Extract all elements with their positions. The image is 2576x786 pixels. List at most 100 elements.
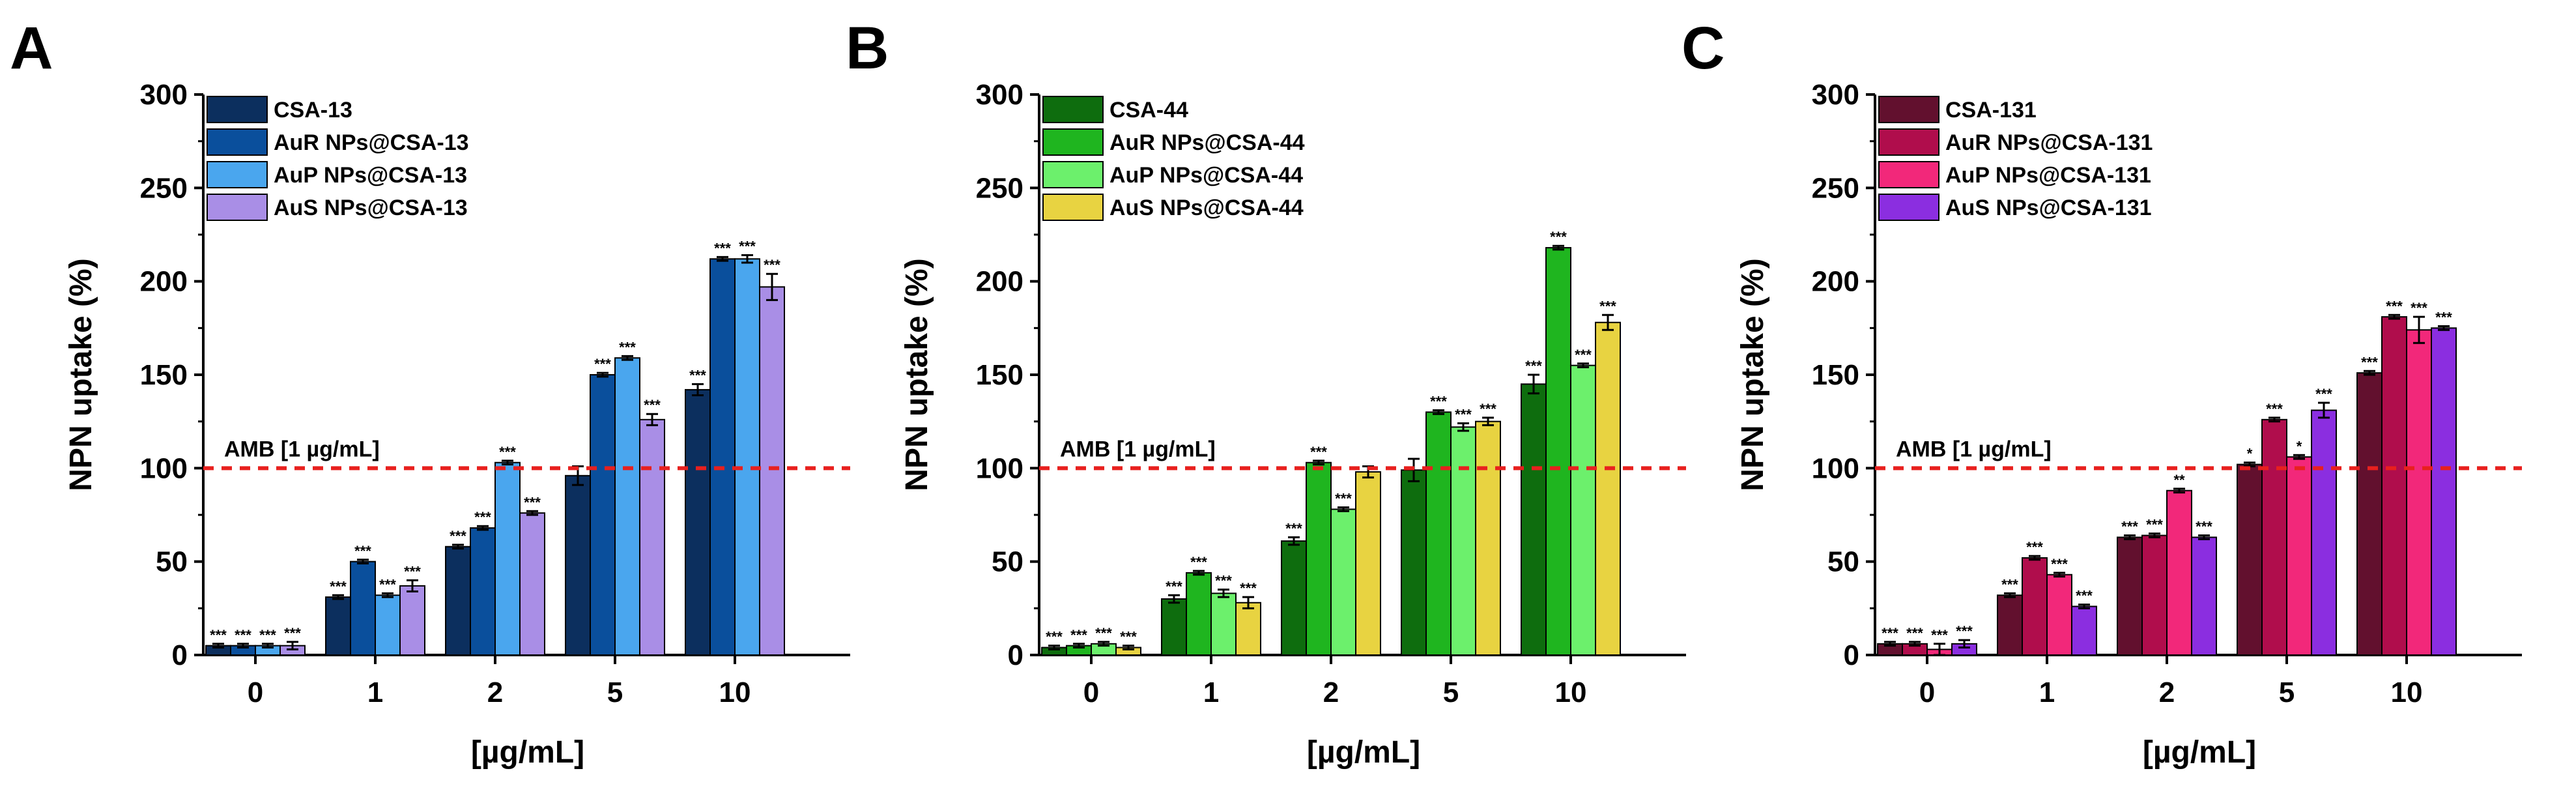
bar-aur-nps-csa-13-2 <box>470 527 496 656</box>
significance-label: *** <box>1285 520 1302 536</box>
significance-label: *** <box>259 627 276 643</box>
legend-label: AuS NPs@CSA-44 <box>1109 196 1304 220</box>
bar-aus-nps-csa-44-10 <box>1595 321 1621 656</box>
significance-label: *** <box>1480 401 1496 417</box>
bar-csa-131-10 <box>2356 372 2383 656</box>
y-tick-label: 0 <box>172 639 188 671</box>
bar-aur-nps-csa-44-5 <box>1425 411 1452 656</box>
bar-aup-nps-csa-131-1 <box>2046 574 2072 656</box>
significance-label: *** <box>2051 556 2068 572</box>
legend-item: CSA-44 <box>1042 96 1188 123</box>
legend-item: AuP NPs@CSA-44 <box>1042 161 1303 188</box>
legend-label: AuP NPs@CSA-13 <box>274 163 467 188</box>
significance-label: *** <box>524 494 541 510</box>
bar-aur-nps-csa-44-1 <box>1186 572 1212 656</box>
legend-label: AuP NPs@CSA-44 <box>1109 163 1303 188</box>
significance-label: *** <box>2146 517 2163 533</box>
significance-label: *** <box>235 627 251 643</box>
legend-label: AuP NPs@CSA-131 <box>1945 163 2151 188</box>
significance-label: *** <box>1310 444 1327 460</box>
legend-swatch <box>1042 194 1104 221</box>
significance-label: *** <box>2026 539 2043 555</box>
x-tick-label: 0 <box>1083 677 1099 708</box>
legend-swatch <box>1042 96 1104 123</box>
bar-aup-nps-csa-44-2 <box>1330 508 1356 656</box>
legend-swatch <box>207 194 268 221</box>
bar-aur-nps-csa-13-10 <box>709 258 736 656</box>
significance-label: ** <box>2173 472 2185 488</box>
bar-aus-nps-csa-131-10 <box>2431 327 2457 656</box>
legend-swatch <box>207 161 268 188</box>
y-axis-title: NPN uptake (%) <box>1736 258 1770 491</box>
legend-swatch <box>1878 194 1939 221</box>
significance-label: *** <box>644 397 661 413</box>
bar-aur-nps-csa-131-10 <box>2381 316 2407 656</box>
legend-item: AuR NPs@CSA-44 <box>1042 128 1305 156</box>
x-axis-title: [µg/mL] <box>471 735 584 770</box>
significance-label: *** <box>1956 623 1973 639</box>
y-axis-title: NPN uptake (%) <box>64 258 98 491</box>
legend-item: AuR NPs@CSA-13 <box>207 128 469 156</box>
legend-swatch <box>1042 161 1104 188</box>
bar-aur-nps-csa-44-2 <box>1306 461 1332 656</box>
significance-label: *** <box>1931 627 1948 643</box>
significance-label: *** <box>1882 625 1898 641</box>
legend-label: AuS NPs@CSA-131 <box>1945 196 2152 220</box>
legend-item: AuS NPs@CSA-131 <box>1878 194 2152 221</box>
y-tick-label: 300 <box>1812 79 1859 111</box>
reference-line-label: AMB [1 µg/mL] <box>1060 437 1216 461</box>
y-tick-label: 250 <box>140 172 188 204</box>
bar-aus-nps-csa-13-1 <box>399 585 425 656</box>
significance-label: *** <box>1240 580 1257 596</box>
legend-label: AuS NPs@CSA-13 <box>274 196 468 220</box>
significance-label: *** <box>2266 401 2283 417</box>
y-tick-label: 300 <box>140 79 188 111</box>
bar-aus-nps-csa-13-10 <box>759 286 785 656</box>
bar-csa-44-5 <box>1401 469 1427 656</box>
legend-item: AuS NPs@CSA-13 <box>207 194 468 221</box>
y-tick-label: 0 <box>1844 639 1859 671</box>
x-tick-label: 0 <box>248 677 263 708</box>
significance-label: *** <box>499 444 516 460</box>
bar-aus-nps-csa-44-5 <box>1475 420 1501 656</box>
significance-label: *** <box>1166 578 1182 594</box>
x-tick-label: 2 <box>1323 677 1339 708</box>
bar-aus-nps-csa-13-2 <box>519 512 545 656</box>
significance-label: *** <box>210 627 227 643</box>
legend-label: CSA-44 <box>1109 98 1188 123</box>
bar-csa-131-2 <box>2117 536 2143 656</box>
legend-label: CSA-13 <box>274 98 352 123</box>
legend-swatch <box>1878 128 1939 156</box>
bar-aup-nps-csa-44-5 <box>1450 426 1476 656</box>
legend-item: CSA-13 <box>207 96 352 123</box>
y-tick-label: 200 <box>1812 266 1859 298</box>
bar-csa-44-1 <box>1161 598 1187 656</box>
y-tick-label: 200 <box>976 266 1023 298</box>
significance-label: *** <box>2196 519 2212 535</box>
significance-label: *** <box>2361 354 2378 370</box>
bar-aus-nps-csa-131-2 <box>2191 536 2217 656</box>
legend-swatch <box>1878 161 1939 188</box>
legend-swatch <box>207 96 268 123</box>
significance-label: *** <box>1599 298 1616 314</box>
x-axis-title: [µg/mL] <box>1307 735 1420 770</box>
x-tick-label: 5 <box>607 677 623 708</box>
bar-aur-nps-csa-131-2 <box>2141 534 2168 656</box>
significance-label: *** <box>1095 625 1112 641</box>
significance-label: * <box>2247 446 2253 462</box>
y-tick-label: 150 <box>976 359 1023 391</box>
y-tick-label: 0 <box>1008 639 1023 671</box>
x-tick-label: 10 <box>719 677 751 708</box>
y-tick-label: 200 <box>140 266 188 298</box>
significance-label: *** <box>2121 519 2138 535</box>
bar-aup-nps-csa-13-10 <box>734 258 760 656</box>
reference-line-label: AMB [1 µg/mL] <box>1896 437 2052 461</box>
legend-swatch <box>207 128 268 156</box>
bar-aup-nps-csa-44-10 <box>1570 364 1596 656</box>
x-axis-title: [µg/mL] <box>2143 735 2256 770</box>
y-tick-label: 100 <box>1812 452 1859 484</box>
significance-label: *** <box>689 367 706 383</box>
significance-label: *** <box>1120 629 1137 645</box>
